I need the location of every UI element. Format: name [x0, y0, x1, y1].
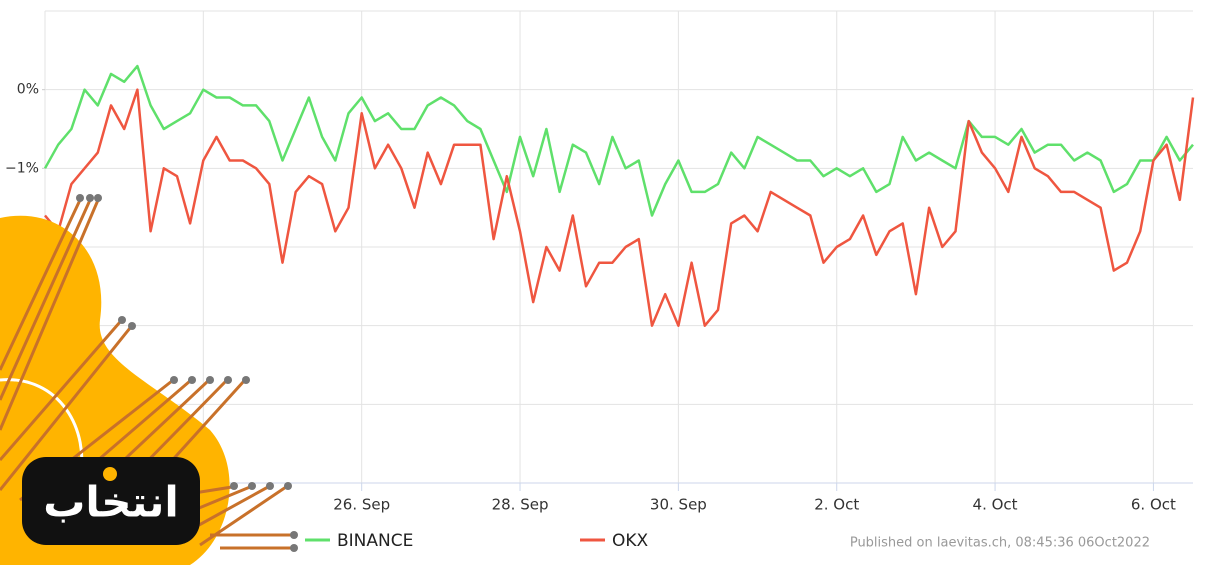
logo-dots	[76, 194, 298, 552]
x-tick-label: 4. Oct	[973, 496, 1018, 514]
x-tick-label: 6. Oct	[1131, 496, 1176, 514]
credit: Published on laevitas.ch, 08:45:36 06Oct…	[850, 536, 1150, 551]
series-line	[43, 64, 1194, 217]
logo-badge	[22, 457, 200, 545]
x-tick-label: 28. Sep	[492, 496, 549, 514]
legend-label: BINANCE	[337, 531, 413, 551]
logo-coin	[103, 467, 117, 481]
y-tick-label: 0%	[17, 82, 39, 98]
logo-text: انتخاب	[43, 478, 179, 527]
logo: انتخاب	[0, 194, 298, 565]
y-tick-label: −1%	[5, 160, 39, 176]
plot-area: 0% −1% 26. Sep 28. Sep 30. Sep 2. Oct 4. Oct 6.…	[5, 10, 1195, 514]
x-tick-label: 2. Oct	[814, 496, 859, 514]
x-tick-label: 30. Sep	[650, 496, 707, 514]
series-line	[44, 88, 1195, 327]
x-tick-label: 26. Sep	[333, 496, 390, 514]
legend: BINANCE OKX	[305, 531, 649, 551]
legend-label: OKX	[612, 531, 649, 551]
